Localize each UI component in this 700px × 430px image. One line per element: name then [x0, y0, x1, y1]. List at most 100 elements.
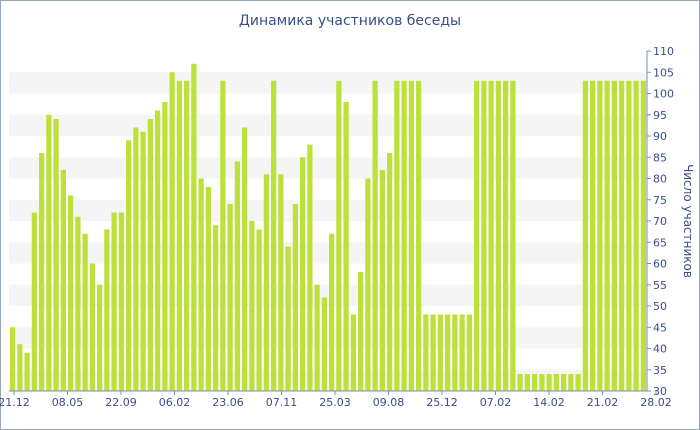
- bar: [191, 63, 197, 391]
- bar: [329, 233, 335, 391]
- bar: [626, 80, 632, 391]
- bar: [249, 221, 255, 391]
- chart-title: Динамика участников беседы: [238, 13, 462, 29]
- bar: [104, 229, 110, 391]
- y-axis-label: Число участников: [681, 164, 695, 278]
- bar: [300, 157, 306, 391]
- bar: [68, 195, 74, 391]
- bar: [82, 233, 88, 391]
- bar: [597, 80, 603, 391]
- bar: [343, 102, 349, 391]
- x-tick-label: 25.12: [426, 396, 458, 409]
- x-tick-label: 07.11: [266, 396, 298, 409]
- bar: [111, 212, 117, 391]
- y-tick-label: 45: [653, 321, 667, 334]
- bar: [162, 102, 168, 391]
- bar: [350, 314, 356, 391]
- y-tick-label: 90: [653, 130, 667, 143]
- x-tick-label: 14.02: [533, 396, 565, 409]
- bar: [89, 263, 95, 391]
- bar: [546, 374, 552, 391]
- bar: [561, 374, 567, 391]
- bar: [205, 187, 211, 391]
- bar: [524, 374, 530, 391]
- bar: [437, 314, 443, 391]
- y-tick-label: 50: [653, 300, 667, 313]
- bar: [401, 80, 407, 391]
- y-tick-label: 70: [653, 215, 667, 228]
- bar: [510, 80, 516, 391]
- grid-band: [9, 72, 647, 94]
- bar: [60, 170, 66, 391]
- bar-series: [10, 63, 646, 391]
- bar: [242, 127, 248, 391]
- bar: [314, 284, 320, 391]
- y-tick-label: 40: [653, 343, 667, 356]
- bar: [17, 344, 23, 391]
- x-tick-label: 28.02: [640, 396, 672, 409]
- grid-band: [9, 327, 647, 349]
- bar: [184, 80, 190, 391]
- bar: [408, 80, 414, 391]
- y-tick-label: 110: [653, 45, 674, 58]
- bar: [430, 314, 436, 391]
- y-tick-label: 80: [653, 173, 667, 186]
- bar: [539, 374, 545, 391]
- bar: [126, 140, 132, 391]
- y-tick-label: 65: [653, 236, 667, 249]
- bar: [31, 212, 37, 391]
- y-tick-label: 55: [653, 279, 667, 292]
- grid-band: [9, 369, 647, 391]
- bar: [24, 352, 30, 391]
- bar: [285, 246, 291, 391]
- bar: [582, 80, 588, 391]
- bar: [220, 80, 226, 391]
- grid-band: [9, 157, 647, 179]
- bar: [394, 80, 400, 391]
- bar: [271, 80, 277, 391]
- bar: [39, 153, 45, 391]
- y-tick-label: 100: [653, 88, 674, 101]
- x-tick-label: 25.03: [319, 396, 351, 409]
- y-tick-label: 85: [653, 151, 667, 164]
- bar: [640, 80, 646, 391]
- bar: [445, 314, 451, 391]
- bar: [633, 80, 639, 391]
- x-tick-label: 08.05: [52, 396, 84, 409]
- x-tick-label: 23.06: [212, 396, 244, 409]
- bar: [372, 80, 378, 391]
- bar: [140, 131, 146, 391]
- bar: [604, 80, 610, 391]
- bar: [590, 80, 596, 391]
- bar: [256, 229, 262, 391]
- bar: [495, 80, 501, 391]
- bar: [517, 374, 523, 391]
- bar: [307, 144, 313, 391]
- y-tick-label: 35: [653, 364, 667, 377]
- y-tick-label: 105: [653, 66, 674, 79]
- bar: [321, 297, 327, 391]
- bar: [575, 374, 581, 391]
- x-tick-label: 09.08: [373, 396, 405, 409]
- bar: [263, 174, 269, 391]
- bar: [292, 204, 298, 391]
- x-tick-label: 21.12: [0, 396, 30, 409]
- bar: [459, 314, 465, 391]
- bar: [147, 119, 153, 391]
- bar: [198, 178, 204, 391]
- bar: [53, 119, 59, 391]
- bar: [97, 284, 103, 391]
- x-tick-label: 07.02: [480, 396, 512, 409]
- bar: [155, 110, 161, 391]
- bar: [278, 174, 284, 391]
- bar: [75, 216, 81, 391]
- y-tick-label: 75: [653, 194, 667, 207]
- y-tick-label: 95: [653, 109, 667, 122]
- grid-band: [9, 284, 647, 306]
- x-tick-label: 21.02: [587, 396, 619, 409]
- bar: [553, 374, 559, 391]
- bar: [568, 374, 574, 391]
- bar: [532, 374, 538, 391]
- grid-band: [9, 199, 647, 221]
